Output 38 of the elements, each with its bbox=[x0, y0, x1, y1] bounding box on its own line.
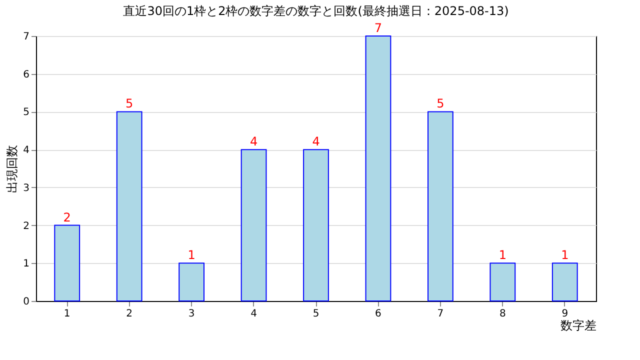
y-axis-title: 出現回数 bbox=[5, 145, 20, 193]
x-tick-label: 3 bbox=[188, 308, 195, 320]
y-tick-label: 2 bbox=[23, 220, 30, 232]
y-tick-label: 5 bbox=[23, 107, 30, 118]
x-tick-label: 7 bbox=[437, 308, 444, 320]
y-tick-label: 1 bbox=[23, 258, 30, 270]
bar bbox=[178, 262, 204, 302]
data-label: 1 bbox=[188, 248, 196, 262]
x-tick-label: 1 bbox=[64, 308, 70, 320]
y-tick-label: 3 bbox=[23, 182, 30, 194]
data-label: 1 bbox=[561, 248, 569, 262]
x-tick-label: 8 bbox=[499, 308, 506, 320]
data-label: 1 bbox=[498, 248, 506, 262]
data-label: 5 bbox=[126, 96, 134, 111]
data-label: 2 bbox=[63, 210, 71, 224]
bar bbox=[240, 149, 267, 302]
bar bbox=[490, 262, 516, 302]
x-axis-title: 数字差 bbox=[560, 318, 596, 332]
data-label: 4 bbox=[250, 134, 258, 149]
bar bbox=[116, 111, 142, 302]
bar bbox=[365, 36, 392, 302]
x-tick-label: 5 bbox=[312, 308, 320, 320]
bar bbox=[428, 111, 454, 302]
y-tick-label: 6 bbox=[23, 69, 30, 80]
data-label: 7 bbox=[374, 21, 382, 35]
x-tick-label: 4 bbox=[250, 308, 257, 320]
x-tick-label: 9 bbox=[562, 308, 568, 320]
data-label: 4 bbox=[312, 134, 320, 149]
y-tick-label: 7 bbox=[23, 32, 30, 42]
bar bbox=[54, 224, 80, 302]
x-tick-label: 2 bbox=[126, 308, 133, 320]
y-tick-label: 4 bbox=[23, 145, 30, 156]
data-label: 5 bbox=[436, 96, 444, 111]
bar bbox=[552, 262, 578, 302]
bar bbox=[303, 149, 329, 302]
y-tick-label: 0 bbox=[23, 296, 30, 308]
x-tick-label: 6 bbox=[375, 308, 382, 320]
chart-title: 直近30回の1枠と2枠の数字差の数字と回数(最終抽選日：2025-08-13) bbox=[123, 4, 509, 18]
